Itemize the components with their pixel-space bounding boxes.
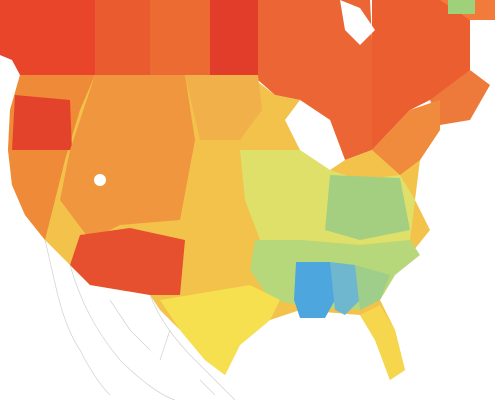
region-mississippi: [294, 262, 335, 318]
region-ontario: [258, 0, 372, 160]
border-line: [69, 264, 176, 400]
region-northeast-patch: [448, 0, 475, 14]
region-ohio-valley: [325, 175, 410, 240]
region-alberta: [95, 0, 150, 75]
region-mountain-west: [60, 75, 195, 240]
mexico-outline: [44, 239, 236, 400]
hudson-bay: [340, 0, 375, 45]
great-salt-lake: [94, 174, 106, 186]
region-southwest: [70, 228, 185, 295]
region-texas: [160, 285, 280, 375]
region-alabama: [330, 262, 360, 315]
region-florida: [360, 305, 405, 380]
region-oregon: [12, 95, 72, 150]
region-maritimes: [430, 70, 490, 125]
border-line: [44, 239, 111, 396]
border-line: [109, 299, 216, 396]
united-states: [8, 75, 440, 380]
region-northeast: [372, 100, 440, 175]
region-bc: [0, 0, 95, 75]
canada: [0, 0, 495, 160]
region-manitoba: [210, 0, 258, 75]
border-line: [149, 294, 236, 400]
region-northern-plains: [185, 75, 262, 140]
lake-michigan: [320, 125, 340, 165]
region-georgia: [355, 265, 390, 310]
region-saskatchewan: [150, 0, 210, 75]
region-quebec: [372, 0, 470, 150]
